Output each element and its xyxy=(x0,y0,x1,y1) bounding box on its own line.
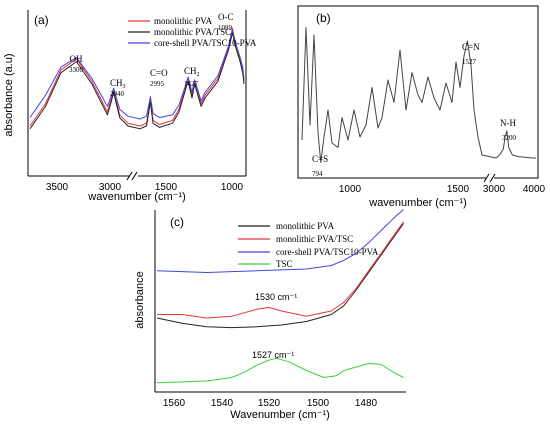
x-tick-label-a-2: 1500 xyxy=(155,182,178,193)
panel-label-b: (b) xyxy=(316,11,331,25)
x-tick-label-b-0: 1000 xyxy=(339,184,362,195)
x-axis-label-c: Wavenumber (cm⁻¹) xyxy=(230,409,330,421)
annot-cn: C=N xyxy=(462,42,480,52)
x-tick-label-c-2: 1520 xyxy=(258,398,281,409)
panel-a: (a) absorbance (a.u) wavenumber (cm⁻¹) 3… xyxy=(3,10,257,203)
x-axis-label-a: wavenumber (cm⁻¹) xyxy=(87,191,186,203)
axis-break-gap-b xyxy=(486,174,494,182)
legend-label-c-1: monolithic PVA/TSC xyxy=(276,234,353,244)
legend-label-c-0: monolithic PVA xyxy=(276,221,335,231)
x-tick-label-c-4: 1480 xyxy=(355,398,378,409)
series-line-a-1-0 xyxy=(29,31,245,130)
annot-1530: 1530 cm⁻¹ xyxy=(255,292,297,302)
panel-c: (c) absorbance Wavenumber (cm⁻¹) 1560 15… xyxy=(134,209,406,421)
x-tick-label-a-0: 3500 xyxy=(46,182,69,193)
annotations-a: OH 3300 CH3 2940 C=O 2995 CH2 1427 O-C 1… xyxy=(69,12,234,98)
annot-cn-value: 1527 xyxy=(462,58,477,66)
annot-ch3: CH3 xyxy=(110,78,126,90)
annot-co-value: 2995 xyxy=(150,80,165,88)
annot-oh: OH xyxy=(70,54,83,64)
annot-oh-value: 3300 xyxy=(69,66,84,74)
series-line-c-3-0 xyxy=(156,357,404,384)
series-line-c-1-0 xyxy=(157,221,404,319)
x-ticks-a: 3500 3000 1500 1000 xyxy=(46,182,244,193)
x-tick-label-a-3: 1000 xyxy=(221,182,244,193)
annot-ch2: CH2 xyxy=(184,66,200,78)
y-axis-label-c: absorbance xyxy=(134,271,146,329)
annotations-c: 1530 cm⁻¹ 1527 cm⁻¹ xyxy=(252,292,297,360)
legend-label-a-1: monolithic PVA/TSC xyxy=(154,27,231,37)
x-tick-label-c-0: 1560 xyxy=(163,398,186,409)
series-line-b-0-0 xyxy=(301,27,536,163)
x-tick-label-b-2: 3000 xyxy=(483,184,506,195)
y-axis-label-a: absorbance (a.u) xyxy=(3,53,15,136)
x-axis-label-b: wavenumber (cm⁻¹) xyxy=(368,197,467,209)
x-ticks-c: 1560 1540 1520 1500 1480 xyxy=(163,398,378,409)
legend-label-c-2: core-shell PVA/TSC10-PVA xyxy=(276,247,379,257)
series-group-c xyxy=(156,209,404,384)
axis-break-b xyxy=(483,173,496,183)
x-tick-label-c-3: 1500 xyxy=(307,398,330,409)
legend-a: monolithic PVA monolithic PVA/TSC core-s… xyxy=(128,16,257,48)
x-tick-label-a-1: 3000 xyxy=(99,182,122,193)
series-line-c-2-0 xyxy=(156,209,404,273)
panel-label-c: (c) xyxy=(170,215,184,229)
x-tick-label-b-3: 4000 xyxy=(523,184,546,195)
annot-ch2-value: 1427 xyxy=(184,80,199,88)
annot-cs: C=S xyxy=(312,154,328,164)
x-tick-label-b-1: 1500 xyxy=(447,184,470,195)
annot-co: C=O xyxy=(150,68,168,78)
panel-b: (b) wavenumber (cm⁻¹) 1000 1500 3000 400… xyxy=(297,5,546,209)
annot-ch3-value: 2940 xyxy=(110,90,125,98)
axis-break-a xyxy=(126,171,138,181)
annot-cs-value: 794 xyxy=(312,170,323,178)
plot-frame-b xyxy=(297,5,539,179)
legend-label-a-2: core-shell PVA/TSC10-PVA xyxy=(154,38,257,48)
annot-oc-value: 1089 xyxy=(218,24,233,32)
legend-label-a-0: monolithic PVA xyxy=(154,16,213,26)
legend-label-c-3: TSC xyxy=(276,259,293,269)
series-line-c-0-0 xyxy=(156,223,404,329)
annotations-b: C=S 794 C=N 1527 N-H 3200 xyxy=(312,42,517,178)
annot-nh-value: 3200 xyxy=(502,134,517,142)
x-ticks-b: 1000 1500 3000 4000 xyxy=(339,184,546,195)
x-tick-label-c-1: 1540 xyxy=(211,398,234,409)
annot-oc: O-C xyxy=(218,12,234,22)
annot-nh: N-H xyxy=(500,118,516,128)
panel-label-a: (a) xyxy=(34,13,49,27)
series-line-a-2-0 xyxy=(29,28,245,120)
annot-1527: 1527 cm⁻¹ xyxy=(252,350,294,360)
legend-c: monolithic PVA monolithic PVA/TSC core-s… xyxy=(238,221,379,269)
series-group-b xyxy=(301,27,536,163)
series-group-a xyxy=(29,27,245,130)
